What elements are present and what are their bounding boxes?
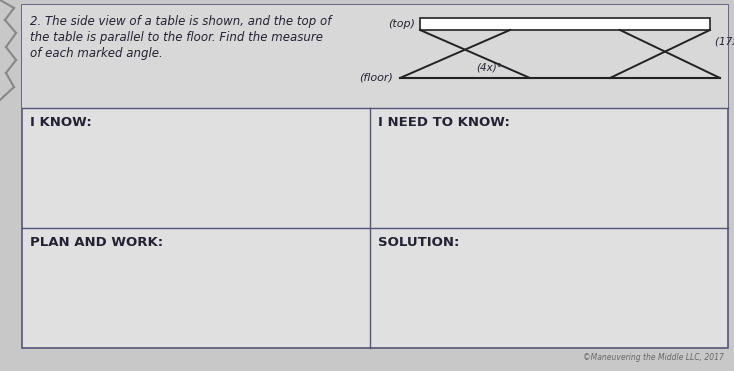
Bar	[420, 18, 710, 30]
Text: I NEED TO KNOW:: I NEED TO KNOW:	[378, 116, 510, 129]
Text: 2. The side view of a table is shown, and the top of: 2. The side view of a table is shown, an…	[30, 15, 331, 28]
Text: I KNOW:: I KNOW:	[30, 116, 92, 129]
Text: PLAN AND WORK:: PLAN AND WORK:	[30, 236, 163, 249]
Text: the table is parallel to the floor. Find the measure: the table is parallel to the floor. Find…	[30, 31, 323, 44]
Text: SOLUTION:: SOLUTION:	[378, 236, 459, 249]
Text: (top): (top)	[388, 19, 415, 29]
Text: (17x − 9)°: (17x − 9)°	[715, 37, 734, 47]
Bar	[22, 5, 728, 108]
Text: of each marked angle.: of each marked angle.	[30, 47, 163, 60]
Text: ©Maneuvering the Middle LLC, 2017: ©Maneuvering the Middle LLC, 2017	[583, 353, 724, 362]
Text: (4x)°: (4x)°	[476, 62, 502, 72]
Text: (floor): (floor)	[359, 73, 393, 83]
